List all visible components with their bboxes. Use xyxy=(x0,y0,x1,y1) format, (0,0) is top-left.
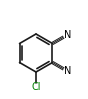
Text: N: N xyxy=(64,30,71,40)
Text: N: N xyxy=(64,66,71,76)
Text: Cl: Cl xyxy=(31,82,41,92)
